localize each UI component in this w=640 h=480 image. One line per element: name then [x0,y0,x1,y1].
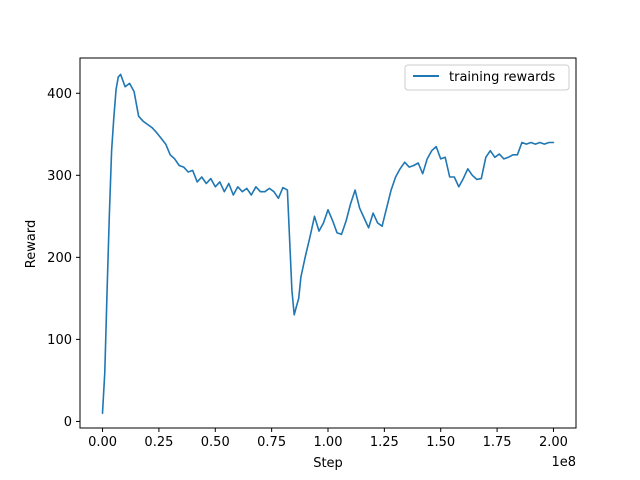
x-tick-label: 0.00 [88,435,117,450]
x-tick-label: 0.25 [144,435,173,450]
y-tick-label: 400 [47,87,72,102]
x-tick-label: 2.00 [539,435,568,450]
x-tick-label: 0.50 [201,435,230,450]
y-axis-ticks: 0 100 200 300 400 [47,87,80,430]
series-line-0 [101,73,555,415]
x-tick-label: 1.25 [370,435,399,450]
x-tick-label: 0.75 [257,435,286,450]
x-axis-label: Step [313,456,343,471]
y-tick-label: 100 [47,333,72,348]
legend: training rewards [404,64,570,91]
y-axis-label: Reward [24,220,39,268]
x-tick-label: 1.75 [483,435,512,450]
x-tick-label: 1.50 [426,435,455,450]
x-axis-offset-label: 1e8 [551,455,576,470]
y-tick-label: 200 [47,251,72,266]
legend-frame [404,64,570,91]
x-axis-ticks: 0.00 0.25 0.50 0.75 1.00 1.25 1.50 1.75 2.00 [88,428,568,450]
legend-label: training rewards [449,70,556,85]
plot-area [101,73,555,415]
y-tick-label: 0 [64,415,72,430]
x-tick-label: 1.00 [314,435,343,450]
y-tick-label: 300 [47,169,72,184]
